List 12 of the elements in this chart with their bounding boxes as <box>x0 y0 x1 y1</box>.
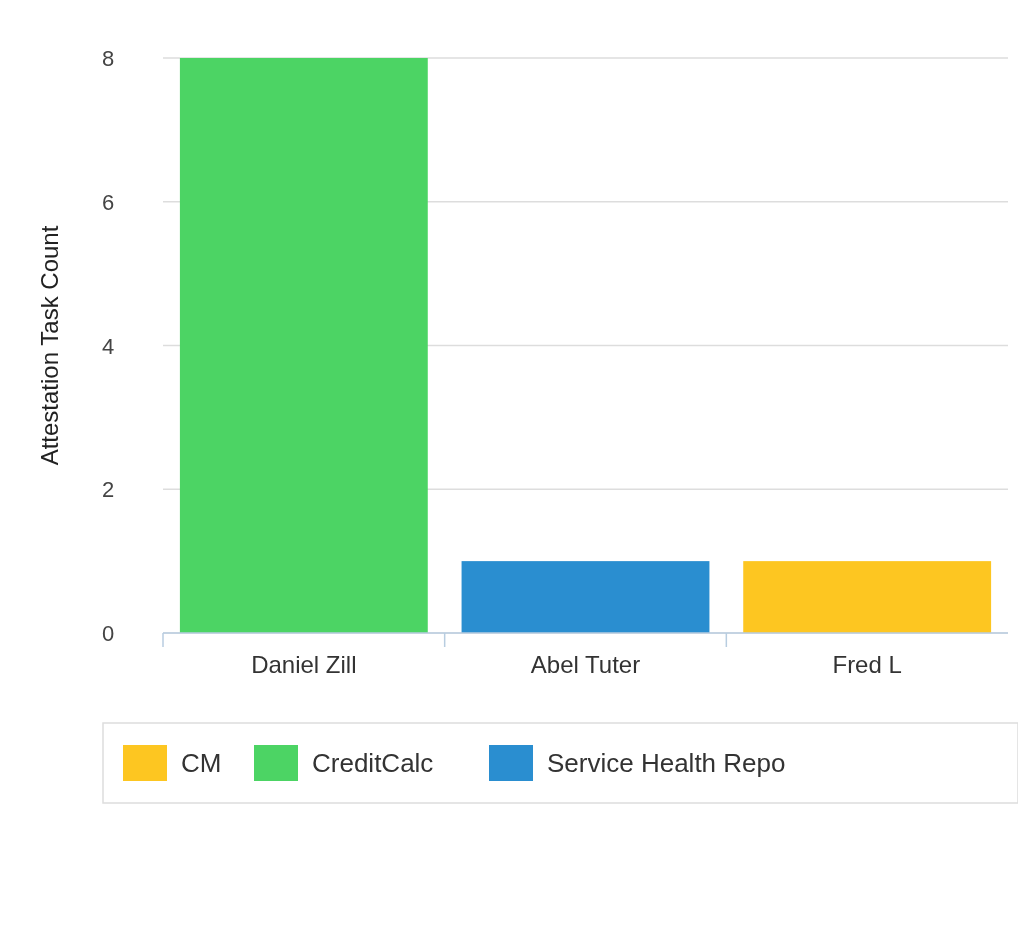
y-tick-label: 4 <box>101 333 115 359</box>
x-tick-label: Daniel Zill <box>251 651 357 678</box>
y-tick-label: 6 <box>101 189 115 215</box>
y-axis-title: Attestation Task Count <box>36 225 63 466</box>
legend-label: CreditCalc <box>312 748 434 778</box>
y-tick-label: 0 <box>101 621 115 646</box>
legend-label: CM <box>181 748 222 778</box>
legend-label: Service Health Repo <box>547 748 786 778</box>
x-tick-label: Fred L <box>832 651 902 678</box>
x-tick-label: Abel Tuter <box>530 651 641 678</box>
y-tick-label: 8 <box>101 46 115 71</box>
y-tick-label: 2 <box>101 477 115 503</box>
